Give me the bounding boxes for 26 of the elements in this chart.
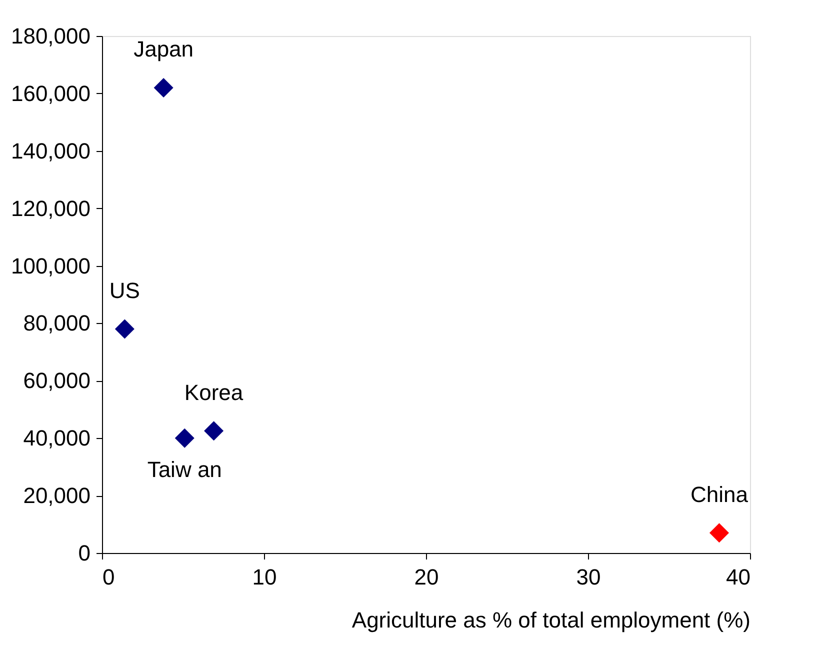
y-tick-label: 40,000	[23, 426, 90, 451]
annotation: Japan	[134, 36, 194, 62]
y-tick-label: 80,000	[23, 310, 90, 336]
annotation: US	[109, 278, 140, 303]
y-tick-label: 160,000	[10, 80, 90, 106]
point	[204, 421, 224, 441]
point	[154, 78, 174, 98]
x-tick-label: 40	[726, 564, 750, 590]
y-tick-label: 120,000	[10, 196, 90, 221]
x-tick-label: 20	[414, 564, 439, 590]
y-tick-label: 20,000	[23, 483, 90, 508]
y-tick-label: 100,000	[10, 253, 90, 278]
point	[174, 428, 194, 448]
annotation: Taiw an	[147, 457, 222, 482]
x-tick-label: 30	[576, 564, 601, 590]
y-tick-label: 180,000	[10, 24, 90, 48]
point	[114, 319, 134, 339]
point	[709, 523, 729, 543]
x-axis-title: Agriculture as % of total employment (%)	[352, 608, 750, 632]
y-tick-label: 60,000	[23, 368, 90, 394]
x-tick-label: 0	[102, 564, 115, 590]
x-tick-label: 10	[252, 564, 277, 590]
y-tick-label: 0	[78, 540, 90, 566]
annotation: China	[690, 482, 749, 507]
y-tick-label: 140,000	[10, 138, 90, 164]
annotation: Korea	[184, 380, 244, 405]
